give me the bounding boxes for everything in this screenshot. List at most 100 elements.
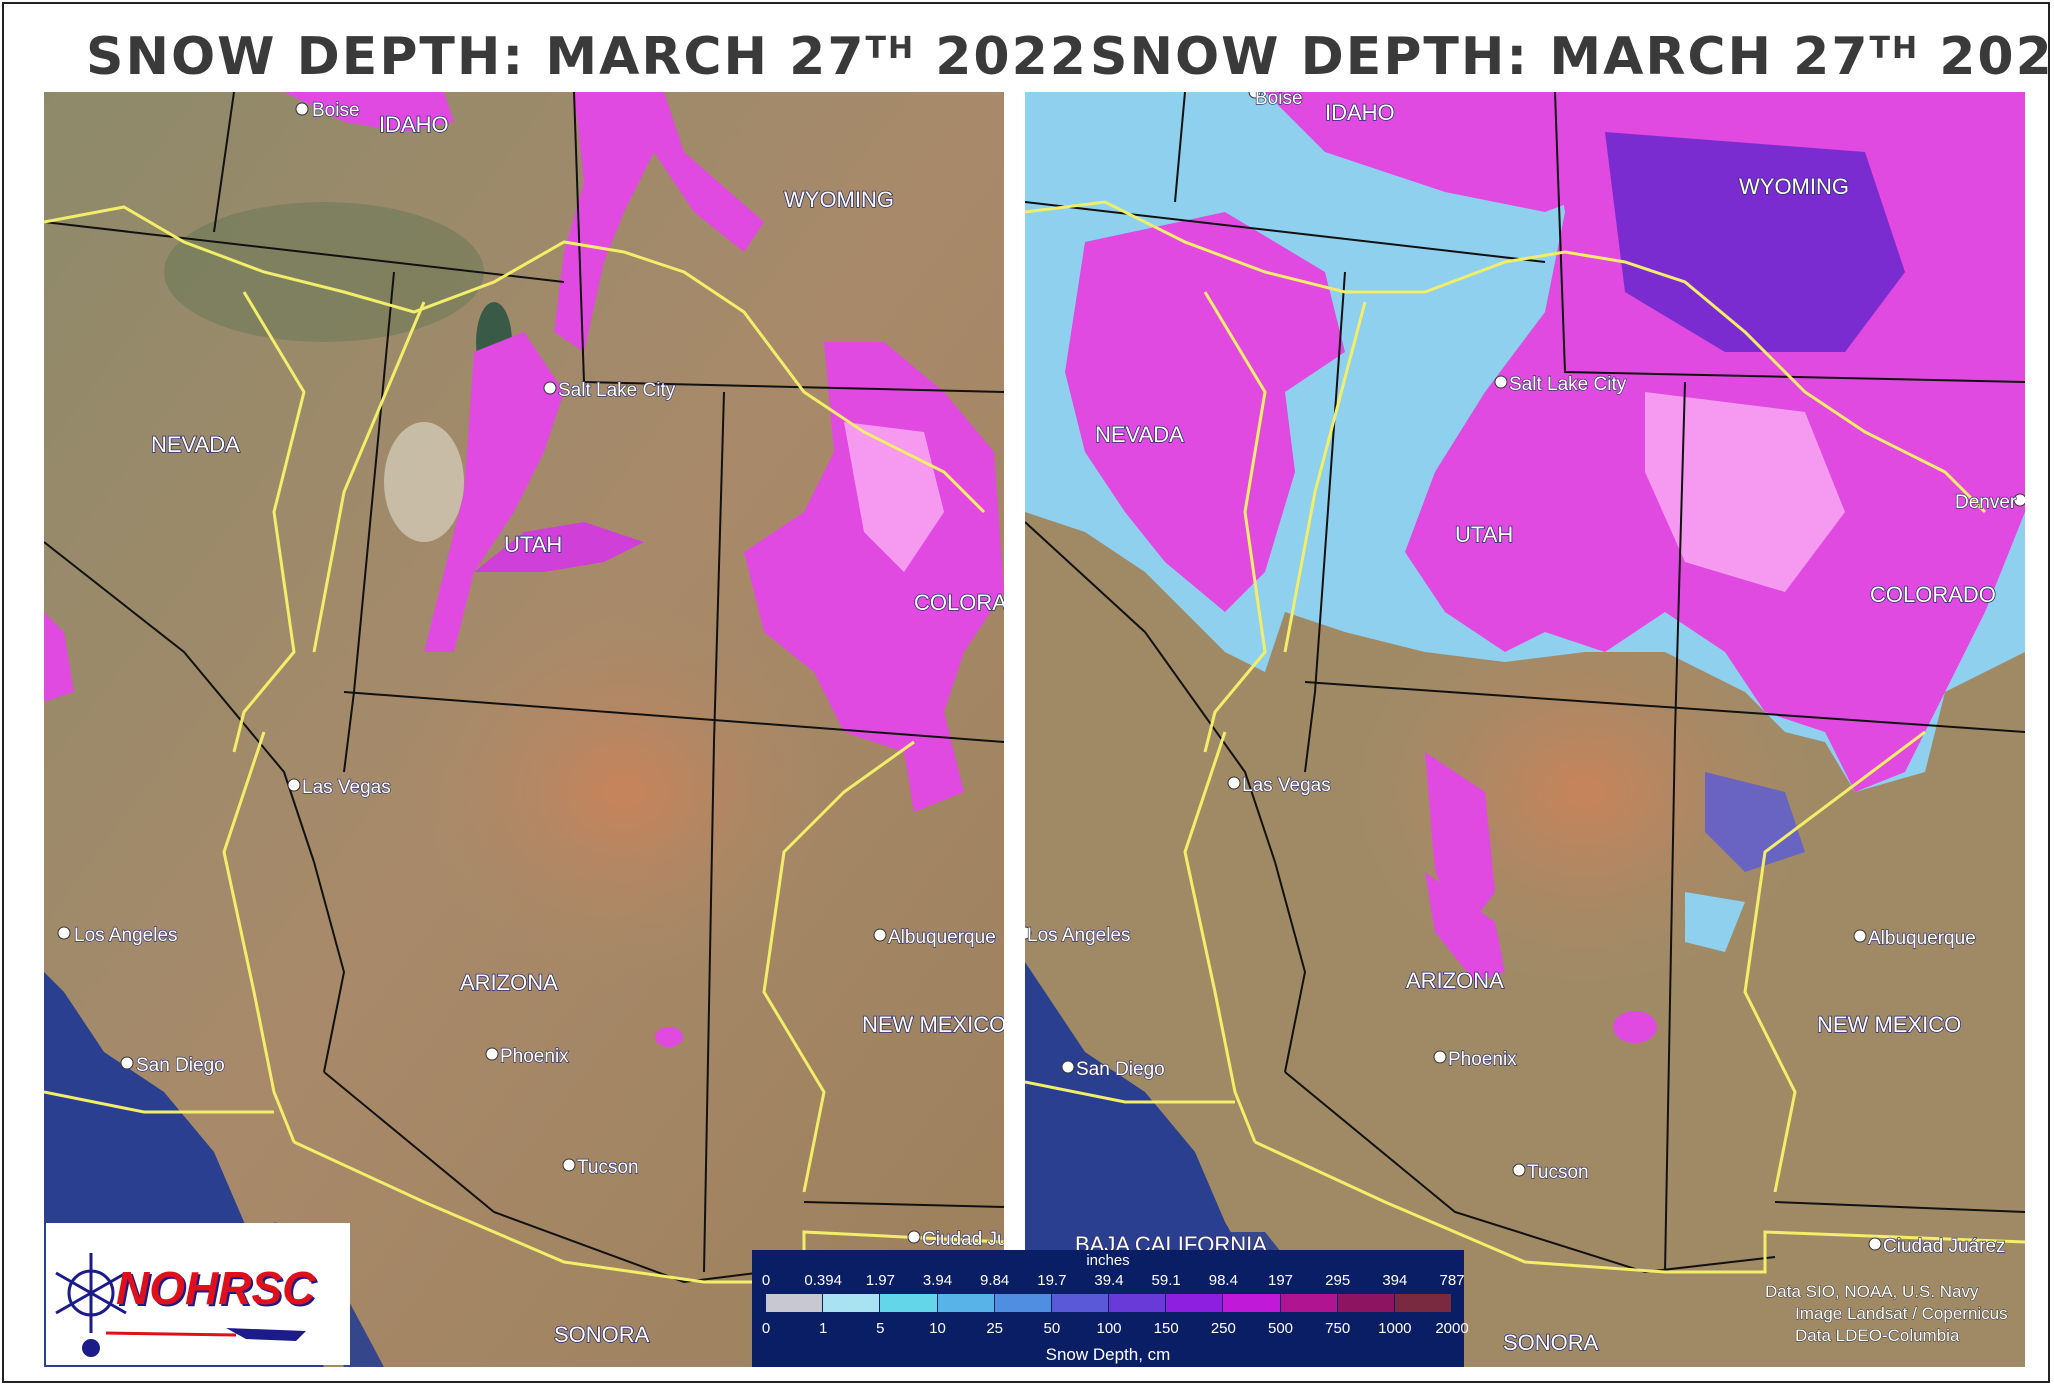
snow-arizona-rim	[1425, 872, 1505, 982]
legend-swatch	[1394, 1294, 1453, 1312]
legend-cm-tick-label: 250	[1210, 1320, 1236, 1337]
snow-nm-blue	[1705, 772, 1805, 872]
legend-inch-tick-label: 3.94	[922, 1272, 953, 1289]
legend-inch-tick-label: 787	[1439, 1272, 1465, 1289]
city-label-tucson: Tucson	[1527, 1162, 1589, 1183]
snow-depth-legend: inches 0 0.394 1.97 3.94 9.84 19.7 39.4 59.1 98.…	[752, 1250, 1469, 1367]
city-label-albuquerque: Albuquerque	[888, 927, 996, 948]
state-label-sonora: SONORA	[1503, 1330, 1599, 1355]
legend-swatch	[1280, 1294, 1338, 1312]
snow-cover-2023	[1025, 92, 2025, 1043]
legend-cm-ticks: 0 1 5 10 25 50 100 150 250 500 750 1000 2000	[752, 1320, 1469, 1340]
legend-inch-tick-label: 0	[761, 1272, 771, 1289]
legend-inch-tick-label: 59.1	[1151, 1272, 1181, 1289]
legend-inch-tick-label: 0.394	[804, 1272, 842, 1289]
legend-units-inches: inches	[1086, 1252, 1130, 1269]
snowflake-icon	[55, 1253, 306, 1357]
legend-cm-tick-label: 150	[1153, 1320, 1179, 1337]
legend-inch-ticks: 0 0.394 1.97 3.94 9.84 19.7 39.4 59.1 98.4 197 295…	[752, 1272, 1465, 1292]
snow-idaho	[1265, 92, 1625, 212]
legend-cm-tick-label: 1	[818, 1320, 828, 1337]
map-2022-canvas: IDAHO WYOMING NEVADA UTAH COLORADO ARIZO…	[44, 92, 1004, 1367]
state-label-sonora: SONORA	[554, 1322, 650, 1347]
legend-inch-tick-label: 197	[1267, 1272, 1294, 1289]
map-2023[interactable]: IDAHO WYOMING NEVADA UTAH COLORADO ARIZO…	[1025, 92, 2025, 1367]
snow-wasatch	[424, 332, 564, 652]
city-markers	[57, 102, 921, 1244]
state-label-colorado: COLORADO	[1870, 582, 1996, 607]
legend-cm-tick-label: 500	[1267, 1320, 1294, 1337]
state-label-new-mexico: NEW MEXICO	[1817, 1012, 1961, 1037]
state-label-wyoming: WYOMING	[784, 187, 894, 212]
city-label-phoenix: Phoenix	[1448, 1049, 1517, 1070]
legend-color-swatches	[766, 1294, 1453, 1312]
legend-inch-tick-label: 19.7	[1037, 1272, 1067, 1289]
state-label-idaho: IDAHO	[379, 112, 449, 137]
colorado-plateau	[394, 592, 854, 992]
nohrsc-logo: NOHRSC	[46, 1223, 350, 1365]
map-credit-data: Data SIO, NOAA, U.S. Navy	[1765, 1282, 1979, 1301]
legend-swatch	[1109, 1294, 1167, 1312]
snow-wyoming-deep	[1605, 132, 1905, 352]
city-label-los-angeles: Los Angeles	[74, 925, 178, 946]
legend-cm-tick-label: 25	[986, 1320, 1003, 1337]
state-borders	[1025, 92, 2025, 1274]
state-label-utah: UTAH	[504, 532, 562, 557]
state-label-wyoming: WYOMING	[1739, 174, 1849, 199]
city-label-phoenix: Phoenix	[500, 1046, 569, 1067]
city-label-san-diego: San Diego	[1076, 1059, 1165, 1080]
legend-cm-tick-label: 10	[929, 1320, 946, 1337]
state-label-arizona: ARIZONA	[460, 970, 558, 995]
logo-text: NOHRSC	[116, 1262, 316, 1314]
city-label-denver: Denver	[1955, 492, 2017, 513]
legend-cm-tick-label: 50	[1043, 1320, 1061, 1337]
legend-cm-tick-label: 1000	[1378, 1320, 1412, 1337]
legend-cm-tick-label: 5	[876, 1320, 885, 1337]
snow-sierra	[44, 612, 74, 702]
legend-cm-tick-label: 0	[761, 1320, 771, 1337]
snow-idaho	[284, 92, 454, 132]
vegetation-area	[164, 202, 484, 342]
legend-inch-tick-label: 39.4	[1094, 1272, 1124, 1289]
city-label-boise: Boise	[312, 100, 360, 121]
state-label-colorado: COLORADO	[914, 590, 1004, 615]
state-label-new-mexico: NEW MEXICO	[862, 1012, 1004, 1037]
map-2022[interactable]: IDAHO WYOMING NEVADA UTAH COLORADO ARIZO…	[44, 92, 1004, 1367]
snow-wyoming-ranges	[554, 92, 764, 352]
legend-swatch	[880, 1294, 938, 1312]
snow-az-peak	[1613, 1011, 1657, 1043]
legend-inch-tick-label: 394	[1382, 1272, 1408, 1289]
hydrologic-boundaries	[44, 205, 1004, 1284]
city-label-ciudad-juarez: Ciudad Juárez	[922, 1229, 1004, 1250]
city-label-ciudad-juarez: Ciudad Juárez	[1883, 1236, 2006, 1257]
city-label-boise: Boise	[1255, 92, 1303, 109]
snow-nm-light	[1685, 892, 1745, 952]
city-markers	[1025, 92, 2025, 1251]
state-label-idaho: IDAHO	[1325, 100, 1395, 125]
map-credit-ldeo: Data LDEO-Columbia	[1795, 1326, 1960, 1345]
legend-swatch	[823, 1294, 881, 1312]
state-label-nevada: NEVADA	[1095, 422, 1184, 447]
salt-flats	[384, 422, 464, 542]
city-label-tucson: Tucson	[577, 1157, 639, 1178]
noaa-emblem-icon	[82, 1339, 100, 1357]
state-label-utah: UTAH	[1455, 522, 1513, 547]
city-label-las-vegas: Las Vegas	[302, 777, 391, 798]
legend-swatch	[1166, 1294, 1224, 1312]
legend-swatch	[994, 1294, 1052, 1312]
legend-inch-tick-label: 1.97	[865, 1272, 895, 1289]
legend-units-cm: Snow Depth, cm	[1045, 1345, 1171, 1364]
legend-inch-tick-label: 295	[1325, 1272, 1351, 1289]
snow-az-peak	[655, 1027, 683, 1047]
airplane-icon	[226, 1328, 306, 1341]
city-label-salt-lake-city: Salt Lake City	[1509, 374, 1627, 395]
legend-cm-tick-label: 2000	[1435, 1320, 1469, 1337]
map-2023-canvas: IDAHO WYOMING NEVADA UTAH COLORADO ARIZO…	[1025, 92, 2025, 1367]
legend-swatch	[766, 1294, 824, 1312]
legend-swatch	[937, 1294, 995, 1312]
panel-title-2023: SNOW DEPTH: MARCH 27TH 2023	[1090, 27, 2054, 87]
snow-colorado	[744, 342, 1004, 812]
state-borders	[44, 92, 1004, 1284]
city-label-albuquerque: Albuquerque	[1868, 928, 1976, 949]
